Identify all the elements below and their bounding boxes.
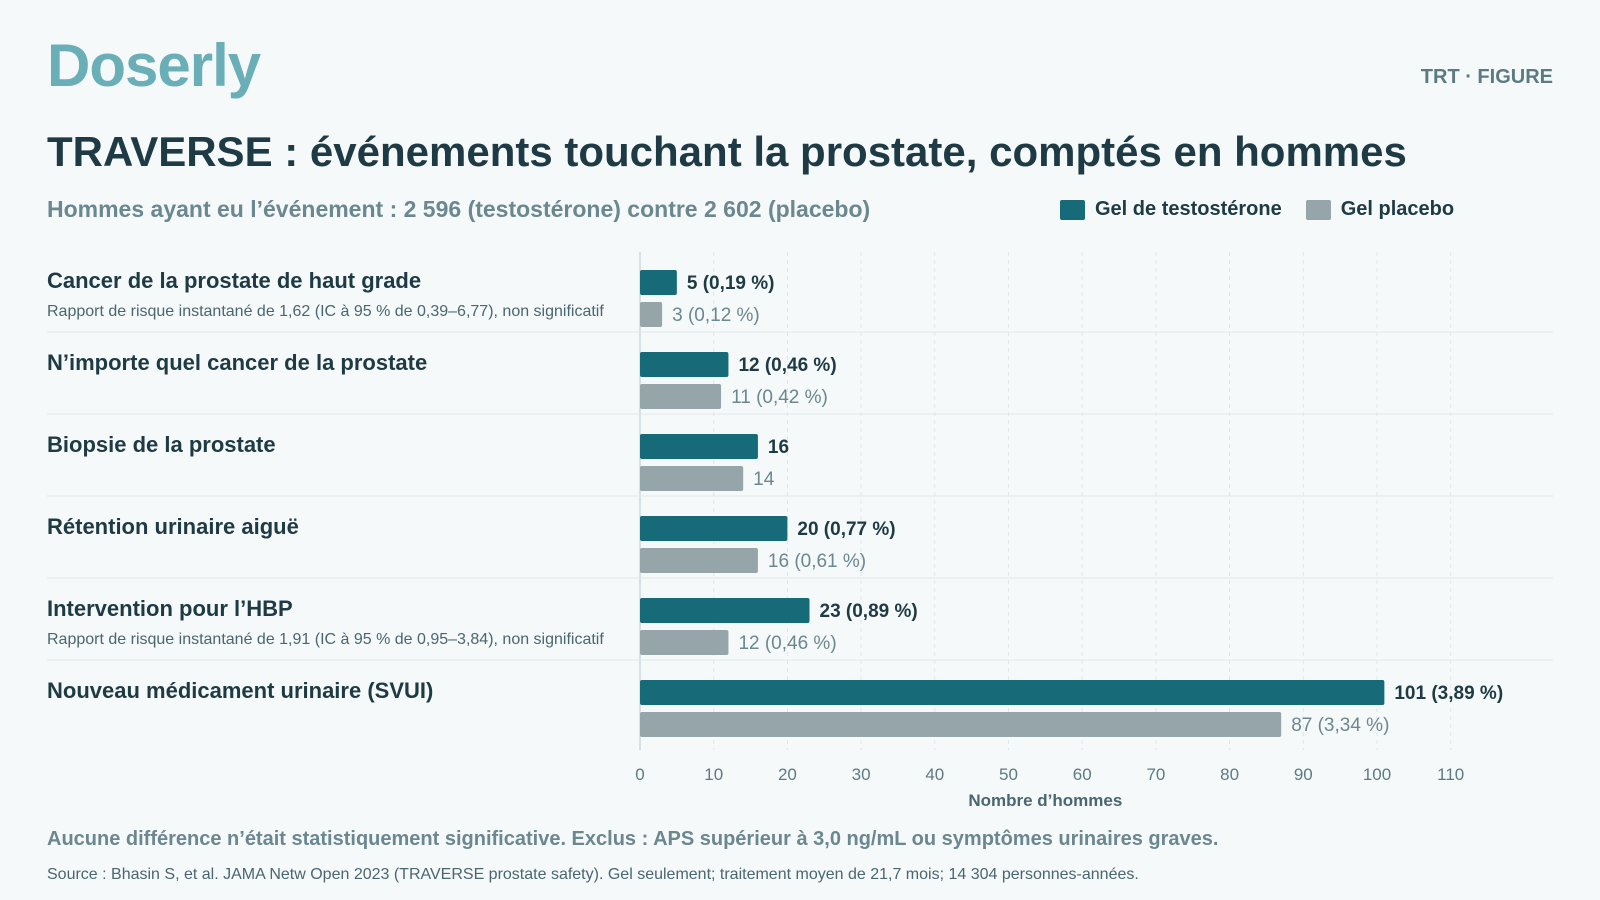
chart-subtitle: Hommes ayant eu l’événement : 2 596 (tes…: [47, 196, 871, 222]
bar-testosterone: [640, 598, 810, 623]
x-tick-label: 100: [1363, 765, 1391, 784]
data-label-placebo: 87 (3,34 %): [1291, 715, 1389, 736]
bar-placebo: [640, 466, 744, 491]
category-label: Nouveau médicament urinaire (SVUI): [47, 678, 433, 703]
legend-swatch-placebo: [1305, 199, 1331, 220]
bar-testosterone: [640, 270, 677, 295]
category-label: N’importe quel cancer de la prostate: [47, 350, 427, 375]
bar-placebo: [640, 548, 758, 573]
category-label: Rétention urinaire aiguë: [47, 514, 299, 539]
data-label-placebo: 16 (0,61 %): [768, 551, 866, 572]
chart-legend: Gel de testostérone Gel placebo: [1060, 198, 1454, 221]
chart-title: TRAVERSE : événements touchant la prosta…: [47, 128, 1407, 175]
legend-label-testosterone: Gel de testostérone: [1095, 198, 1282, 220]
data-label-testosterone: 101 (3,89 %): [1394, 683, 1503, 704]
x-tick-label: 10: [704, 765, 723, 784]
x-tick-label: 20: [778, 765, 797, 784]
category-label: Intervention pour l’HBP: [47, 596, 293, 621]
x-tick-label: 80: [1220, 765, 1239, 784]
data-label-testosterone: 12 (0,46 %): [738, 355, 836, 376]
data-label-placebo: 12 (0,46 %): [738, 633, 836, 654]
data-label-testosterone: 5 (0,19 %): [687, 273, 775, 294]
data-label-testosterone: 23 (0,89 %): [820, 601, 918, 622]
legend-item-placebo: Gel placebo: [1305, 198, 1455, 221]
category-note: Rapport de risque instantané de 1,91 (IC…: [47, 631, 604, 648]
x-tick-label: 90: [1294, 765, 1313, 784]
bar-testosterone: [640, 680, 1385, 705]
data-label-placebo: 3 (0,12 %): [672, 305, 760, 326]
x-tick-label: 110: [1437, 765, 1464, 784]
category-label: Biopsie de la prostate: [47, 432, 276, 457]
x-tick-label: 40: [925, 765, 944, 784]
x-tick-label: 0: [635, 765, 644, 784]
legend-item-testosterone: Gel de testostérone: [1060, 198, 1282, 221]
source-note: Source : Bhasin S, et al. JAMA Netw Open…: [47, 866, 1139, 883]
data-label-testosterone: 20 (0,77 %): [797, 519, 895, 540]
bar-placebo: [640, 384, 722, 409]
figure-tag: TRT · FIGURE: [1420, 66, 1553, 88]
data-label-testosterone: 16: [768, 437, 789, 458]
bar-placebo: [640, 630, 729, 655]
x-axis-label: Nombre d’hommes: [968, 791, 1122, 810]
brand-logo: Doserly: [47, 32, 261, 99]
category-note: Rapport de risque instantané de 1,62 (IC…: [47, 303, 604, 320]
bar-testosterone: [640, 516, 788, 541]
category-label: Cancer de la prostate de haut grade: [47, 268, 421, 293]
footer-note: Aucune différence n’était statistiquemen…: [47, 828, 1219, 850]
x-tick-label: 30: [852, 765, 871, 784]
bar-placebo: [640, 302, 663, 327]
x-tick-label: 50: [999, 765, 1018, 784]
bar-placebo: [640, 712, 1282, 737]
x-tick-label: 70: [1146, 765, 1165, 784]
bar-testosterone: [640, 434, 758, 459]
legend-label-placebo: Gel placebo: [1340, 198, 1455, 220]
data-label-placebo: 14: [753, 469, 775, 490]
legend-swatch-testosterone: [1060, 199, 1085, 220]
data-label-placebo: 11 (0,42 %): [731, 387, 828, 408]
bar-testosterone: [640, 352, 729, 377]
x-tick-label: 60: [1073, 765, 1092, 784]
